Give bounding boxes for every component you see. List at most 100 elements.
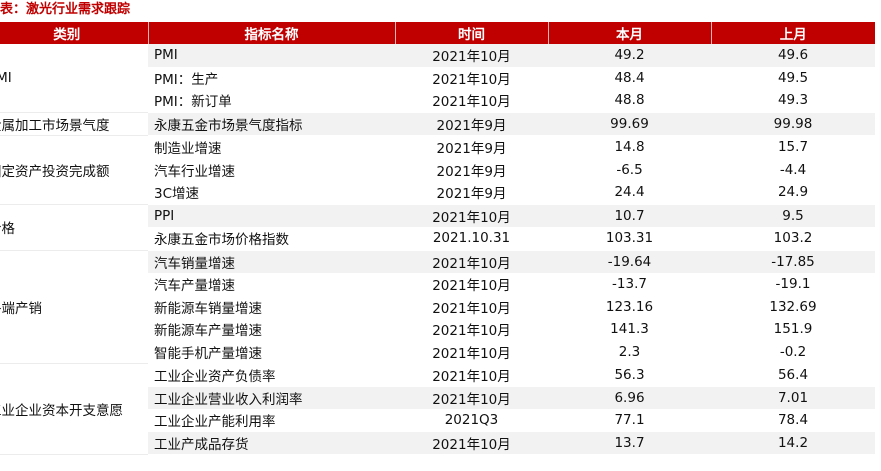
table-row: PMI：新订单 2021年10月 48.8 49.3 [0,89,875,112]
table-row: 固定资产投资完成额 制造业增速 2021年9月 14.8 15.7 [0,135,875,205]
table-title: 表：激光行业需求跟踪 [0,2,131,17]
time-cell: 2021年9月 [436,163,507,180]
indicator-cell: 新能源车销量增速 [154,300,262,317]
previous-value-cell: -17.85 [711,249,875,273]
category-cell: 固定资产投资完成额 [0,135,148,205]
previous-value-cell: 99.98 [711,111,875,136]
time-cell: 2021年10月 [432,323,511,340]
table-row: 工业企业营业收入利润率 2021年10月 6.96 7.01 [0,386,875,409]
truncated-source-note [0,462,200,471]
previous-value-cell: 103.2 [773,230,813,247]
previous-value-cell: 49.3 [777,92,809,109]
category-cell: 价格 [0,204,148,251]
time-cell: 2021年10月 [432,345,511,362]
header-previous-month: 上月 [711,22,875,44]
header-indicator: 指标名称 [148,22,396,44]
time-cell: 2021年10月 [395,363,548,387]
table-row: 新能源车销量增速 2021年10月 123.16 132.69 [0,296,875,319]
current-value-cell: 13.7 [548,431,711,454]
time-cell: 2021年10月 [432,94,511,111]
indicator-cell: 工业产成品存货 [148,431,395,454]
previous-value-cell: 7.01 [711,386,875,409]
current-value-cell: 99.69 [548,111,711,136]
time-cell: 2021年10月 [395,386,548,409]
current-value-cell: 10.7 [548,203,711,227]
time-cell: 2021年9月 [395,135,548,159]
indicator-cell: 汽车产量增速 [154,278,235,295]
previous-value-cell: 49.6 [711,44,875,67]
time-cell: 2021年10月 [395,431,548,454]
time-cell: 2021年10月 [432,278,511,295]
indicator-cell: 工业企业产能利用率 [154,414,276,431]
current-value-cell: 24.4 [614,184,645,201]
indicator-cell: 永康五金市场景气度指标 [148,111,395,136]
table-row: 终端产销 汽车销量增速 2021年10月 -19.64 -17.85 [0,249,875,364]
indicator-cell: 制造业增速 [148,135,395,159]
indicator-cell: PPI [148,203,395,227]
current-value-cell: -6.5 [616,161,643,178]
indicator-cell: 工业企业营业收入利润率 [148,386,395,409]
table-row: 智能手机产量增速 2021年10月 2.3 -0.2 [0,341,875,364]
table-row: 工业产成品存货 2021年10月 13.7 14.2 [0,431,875,454]
previous-value-cell: 9.5 [711,203,875,227]
previous-value-cell: -4.4 [779,161,807,178]
previous-value-cell: 14.2 [711,431,875,454]
current-value-cell: 103.31 [605,230,654,247]
current-value-cell: 56.3 [548,363,711,387]
current-value-cell: 48.8 [614,92,645,109]
table-row: 3C增速 2021年9月 24.4 24.9 [0,181,875,204]
table-row: 价格 PPI 2021年10月 10.7 9.5 [0,203,875,251]
previous-value-cell: 151.9 [773,321,813,338]
previous-value-cell: -19.1 [775,276,811,293]
indicator-cell: 新能源车产量增速 [154,323,262,340]
category-cell: 金属加工市场景气度 [0,112,148,136]
previous-value-cell: -0.2 [779,343,807,360]
current-value-cell: 49.2 [548,44,711,67]
indicator-cell: PMI：生产 [154,71,219,88]
time-cell: 2021年9月 [395,111,548,136]
category-cell: 终端产销 [0,250,148,364]
time-cell: 2021年10月 [395,44,548,67]
table-row: PMI PMI 2021年10月 49.2 49.6 [0,44,875,113]
table-row: 新能源车产量增速 2021年10月 141.3 151.9 [0,318,875,341]
previous-value-cell: 78.4 [777,412,809,429]
table-row: 汽车产量增速 2021年10月 -13.7 -19.1 [0,273,875,296]
header-time: 时间 [395,22,549,44]
time-cell: 2021年10月 [432,300,511,317]
previous-value-cell: 24.9 [777,184,809,201]
indicator-cell: PMI：新订单 [154,94,232,111]
indicator-cell: 智能手机产量增速 [154,345,262,362]
time-cell: 2021.10.31 [432,230,511,247]
table-row: 工业企业资本开支意愿 工业企业资产负债率 2021年10月 56.3 56.4 [0,363,875,455]
previous-value-cell: 132.69 [769,298,817,315]
table-row: 汽车行业增速 2021年9月 -6.5 -4.4 [0,159,875,182]
current-value-cell: 6.96 [548,386,711,409]
indicator-cell: 永康五金市场价格指数 [154,232,289,249]
category-cell: 工业企业资本开支意愿 [0,363,148,455]
header-category: 类别 [0,22,149,44]
indicator-cell: 工业企业资产负债率 [148,363,395,387]
previous-value-cell: 49.5 [777,69,809,86]
time-cell: 2021年10月 [395,203,548,227]
current-value-cell: 2.3 [618,343,641,360]
table-row: 工业企业产能利用率 2021Q3 77.1 78.4 [0,409,875,432]
indicator-cell: 汽车销量增速 [148,249,395,273]
current-value-cell: -19.64 [548,249,711,273]
indicator-cell: PMI [148,44,395,67]
current-value-cell: -13.7 [612,276,647,293]
demand-tracking-table: 类别 指标名称 时间 本月 上月 PMI PMI 2021年10月 49.2 4… [0,22,875,455]
current-value-cell: 48.4 [614,69,645,86]
previous-value-cell: 15.7 [711,135,875,159]
header-current-month: 本月 [548,22,712,44]
current-value-cell: 141.3 [610,321,649,338]
category-cell: PMI [0,44,148,113]
current-value-cell: 123.16 [605,298,654,315]
table-row: 永康五金市场价格指数 2021.10.31 103.31 103.2 [0,227,875,250]
time-cell: 2021Q3 [444,412,499,429]
time-cell: 2021年9月 [436,186,507,203]
time-cell: 2021年10月 [395,249,548,273]
table-header-row: 类别 指标名称 时间 本月 上月 [0,22,875,44]
time-cell: 2021年10月 [432,71,511,88]
previous-value-cell: 56.4 [711,363,875,387]
current-value-cell: 77.1 [614,412,645,429]
